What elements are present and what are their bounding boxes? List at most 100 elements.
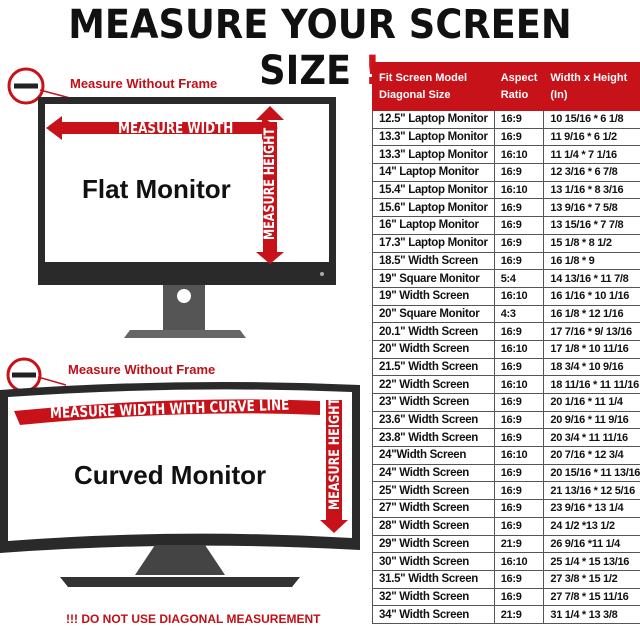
cell-aspect: 16:9 [493,428,545,448]
height-arrow [263,122,277,252]
cell-dimensions: 27 7/8 * 15 11/16 [543,587,640,607]
cell-dimensions: 27 3/8 * 15 1/2 [543,569,640,589]
cell-model: 13.3" Laptop Monitor [372,127,495,147]
table-row: 13.3" Laptop Monitor 16:10 11 1/4 * 7 1/16 [372,145,640,165]
flat-monitor-base [124,330,246,338]
cell-aspect: 16:9 [493,463,545,483]
table-row: 15.6" Laptop Monitor 16:9 13 9/16 * 7 5/8 [372,198,640,218]
cell-model: 14" Laptop Monitor [372,163,495,182]
cell-dimensions: 10 15/16 * 6 1/8 [543,110,640,129]
table-row: 19" Square Monitor 5:4 14 13/16 * 11 7/8 [372,269,640,288]
cell-dimensions: 25 1/4 * 15 13/16 [543,552,640,571]
flat-height-label: MEASURE HEIGHT [262,127,278,240]
cell-aspect: 16:10 [493,180,545,200]
header-model: Fit Screen Model Diagonal Size [372,62,495,111]
table-row: 30" Width Screen 16:10 25 1/4 * 15 13/16 [372,552,640,571]
cell-dimensions: 17 1/8 * 10 11/16 [543,339,640,359]
cell-model: 23" Width Screen [372,393,495,412]
cell-dimensions: 16 1/8 * 12 1/16 [543,304,640,324]
cell-model: 21.5" Width Screen [372,357,495,377]
flat-width-label: MEASURE WIDTH [118,119,234,137]
cell-model: 28" Width Screen [372,516,495,536]
cell-model: 15.4" Laptop Monitor [372,180,495,200]
cell-model: 20.1" Width Screen [372,322,495,341]
cell-aspect: 16:9 [493,163,545,182]
cell-dimensions: 18 11/16 * 11 11/16 [543,375,640,394]
curved-monitor-screen [8,389,352,541]
table-row: 21.5" Width Screen 16:9 18 3/4 * 10 9/16 [372,357,640,377]
curved-monitor-stand [135,545,225,575]
cell-dimensions: 17 7/16 * 9/ 13/16 [543,322,640,341]
cell-aspect: 16:10 [493,552,545,571]
cell-aspect: 16:9 [493,569,545,589]
cell-aspect: 16:10 [493,446,545,465]
cell-model: 12.5" Laptop Monitor [372,110,495,129]
cell-dimensions: 13 9/16 * 7 5/8 [543,198,640,218]
cell-aspect: 16:9 [493,127,545,147]
table-row: 24" Width Screen 16:9 20 15/16 * 11 13/16 [372,463,640,483]
flat-frame-label: Measure Without Frame [70,76,218,91]
cell-model: 29" Width Screen [372,534,495,554]
table-row: 13.3" Laptop Monitor 16:9 11 9/16 * 6 1/2 [372,127,640,147]
cell-aspect: 16:10 [493,375,545,394]
cell-dimensions: 13 1/16 * 8 3/16 [543,180,640,200]
cell-aspect: 4:3 [493,304,545,324]
cell-aspect: 16:9 [493,587,545,607]
header-dimensions: Width x Height (In) [543,62,640,111]
table-row: 29" Width Screen 21:9 26 9/16 *11 1/4 [372,534,640,554]
cell-aspect: 21:9 [493,605,545,624]
cell-dimensions: 12 3/16 * 6 7/8 [543,163,640,182]
cell-aspect: 16:9 [493,499,545,518]
cell-dimensions: 11 1/4 * 7 1/16 [543,145,640,165]
curved-monitor-base [60,577,300,587]
cell-aspect: 21:9 [493,534,545,554]
page-title: MEASURE YOUR SCREEN SIZE ! [26,2,615,94]
cell-dimensions: 20 15/16 * 11 13/16 [543,463,640,483]
table-row: 15.4" Laptop Monitor 16:10 13 1/16 * 8 3/1… [372,180,640,200]
cell-aspect: 16:9 [493,110,545,129]
cell-aspect: 16:9 [493,216,545,235]
cell-dimensions: 20 9/16 * 11 9/16 [543,410,640,430]
cell-dimensions: 14 13/16 * 11 7/8 [543,269,640,288]
cell-aspect: 16:9 [493,198,545,218]
cell-aspect: 16:9 [493,393,545,412]
cell-dimensions: 20 1/16 * 11 1/4 [543,393,640,412]
cell-dimensions: 15 1/8 * 8 1/2 [543,233,640,253]
title-text: MEASURE YOUR SCREEN SIZE [68,2,572,94]
cell-dimensions: 20 7/16 * 12 3/4 [543,446,640,465]
cell-dimensions: 26 9/16 *11 1/4 [543,534,640,554]
curved-frame-label: Measure Without Frame [68,362,216,377]
frame-magnifier-icon [7,67,45,105]
cell-dimensions: 21 13/16 * 12 5/16 [543,481,640,501]
cell-model: 31.5" Width Screen [372,569,495,589]
cell-aspect: 16:9 [493,481,545,501]
table-row: 32" Width Screen 16:9 27 7/8 * 15 11/16 [372,587,640,607]
header-aspect: Aspect Ratio [493,62,545,111]
cell-aspect: 16:9 [493,322,545,341]
cell-dimensions: 23 9/16 * 13 1/4 [543,499,640,518]
cell-model: 20" Square Monitor [372,304,495,324]
cell-aspect: 16:9 [493,251,545,271]
cell-aspect: 16:10 [493,339,545,359]
cell-dimensions: 18 3/4 * 10 9/16 [543,357,640,377]
cell-model: 25" Width Screen [372,481,495,501]
table-header: Fit Screen Model Diagonal Size Aspect Ra… [372,62,640,111]
table-row: 23" Width Screen 16:9 20 1/16 * 11 1/4 [372,393,640,412]
cell-model: 32" Width Screen [372,587,495,607]
table-row: 22" Width Screen 16:10 18 11/16 * 11 11/16 [372,375,640,394]
cell-model: 15.6" Laptop Monitor [372,198,495,218]
flat-monitor-name: Flat Monitor [82,174,231,204]
cell-model: 23.8" Width Screen [372,428,495,448]
width-arrow [46,116,262,140]
cell-dimensions: 16 1/16 * 10 1/16 [543,286,640,306]
cell-model: 23.6" Width Screen [372,410,495,430]
warning-text: !!! DO NOT USE DIAGONAL MEASUREMENT [66,612,321,626]
cell-aspect: 16:10 [493,286,545,306]
table-row: 16" Laptop Monitor 16:9 13 15/16 * 7 7/8 [372,216,640,235]
cell-model: 13.3" Laptop Monitor [372,145,495,165]
cell-model: 20" Width Screen [372,339,495,359]
table-row: 34" Width Screen 21:9 31 1/4 * 13 3/8 [372,605,640,624]
cell-aspect: 16:9 [493,410,545,430]
cell-dimensions: 20 3/4 * 11 11/16 [543,428,640,448]
cell-dimensions: 11 9/16 * 6 1/2 [543,127,640,147]
